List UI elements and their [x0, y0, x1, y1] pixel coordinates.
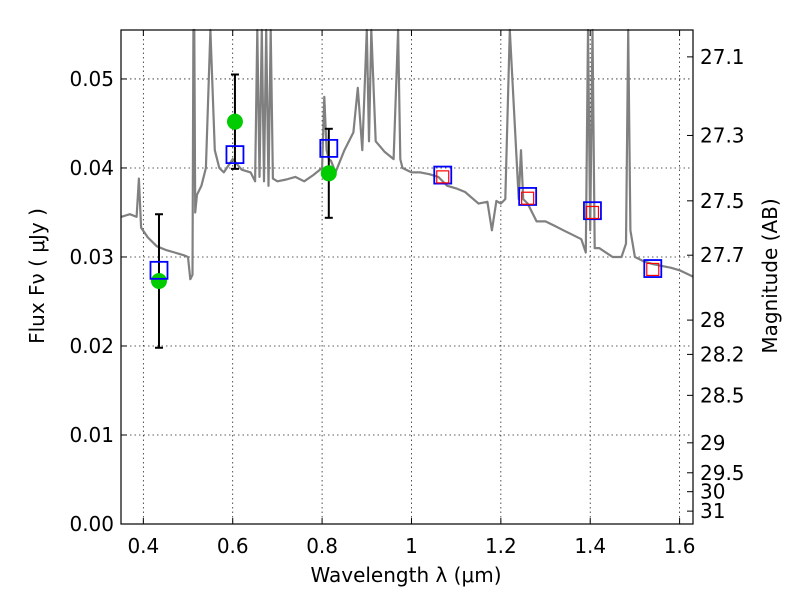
y-tick-label: 0.03	[69, 245, 114, 269]
observed-points-layer	[150, 113, 337, 290]
magnitude-tick-label: 28.5	[700, 383, 745, 407]
magnitude-tick-label: 27.1	[700, 45, 745, 69]
magnitude-tick-label: 31	[700, 499, 725, 523]
y-axis: 0.00 0.01 0.02 0.03 0.04 0.05	[69, 67, 127, 536]
x-tick-label: 1	[405, 534, 418, 558]
magnitude-tick-label: 29.5	[700, 461, 745, 485]
x-tick-label: 0.4	[127, 534, 159, 558]
x-tick-label: 1.2	[485, 534, 517, 558]
model-band-square	[643, 259, 663, 278]
x-tick-label: 0.8	[306, 534, 338, 558]
x-tick-label: 0.6	[217, 534, 249, 558]
magnitude-tick-label: 29	[700, 431, 725, 455]
magnitude-tick-label: 28	[700, 308, 725, 332]
model-band-square	[149, 260, 169, 280]
model-band-square	[583, 201, 602, 221]
model-band-inner-square	[585, 205, 600, 220]
magnitude-axis-label: Magnitude (AB)	[758, 198, 782, 353]
observed-point	[226, 113, 243, 130]
model-band-inner-square	[436, 170, 450, 184]
observed-point	[320, 165, 337, 182]
y-tick-label: 0.01	[69, 423, 114, 447]
model-band-square	[433, 165, 453, 185]
model-band-inner-square	[646, 262, 660, 277]
model-band-square	[225, 145, 245, 165]
grid	[121, 30, 693, 524]
model-spectrum-line	[120, 28, 694, 281]
magnitude-tick-label: 27.3	[700, 123, 745, 147]
observed-point	[150, 273, 167, 290]
x-tick-label: 1.4	[574, 534, 606, 558]
y-tick-label: 0.05	[69, 67, 114, 91]
y-tick-label: 0.00	[69, 512, 114, 536]
x-tick-label: 1.6	[664, 534, 696, 558]
model-spectrum-layer	[120, 28, 694, 281]
plot-frame	[120, 29, 694, 525]
magnitude-tick-label: 27.5	[700, 189, 745, 213]
model-band-square	[319, 138, 339, 158]
magnitude-tick-label: 30	[700, 480, 725, 504]
errorbar-layer	[154, 73, 333, 349]
y-axis-label: Flux Fν ( μJy )	[25, 208, 49, 344]
y-tick-label: 0.04	[69, 156, 114, 180]
model-band-inner-square	[521, 191, 535, 205]
y-tick-label: 0.02	[69, 334, 114, 358]
x-axis: 0.4 0.6 0.8 1 1.2 1.4 1.6	[127, 30, 696, 558]
x-axis-label: Wavelength λ (μm)	[310, 563, 501, 587]
model-band-layer	[149, 138, 663, 280]
magnitude-tick-label: 28.2	[700, 342, 745, 366]
magnitude-tick-label: 27.7	[700, 243, 745, 267]
model-band-square	[518, 187, 538, 206]
